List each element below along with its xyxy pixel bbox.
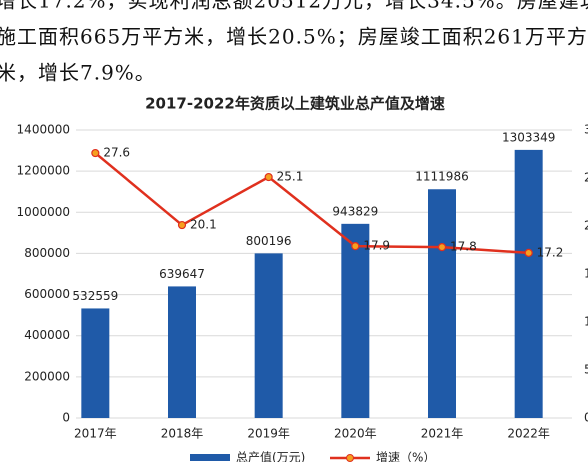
y-tick-label: 0	[62, 411, 70, 425]
x-tick-label: 2021年	[421, 427, 464, 441]
doc-line: 施工面积665万平方米，增长20.5%；房屋竣工面积261万平方	[0, 25, 588, 49]
bar-value-label: 800196	[246, 234, 292, 248]
line-marker	[351, 242, 360, 251]
x-tick-label: 2017年	[74, 427, 117, 441]
bar	[168, 286, 196, 418]
y2-tick-label: 20	[584, 219, 588, 233]
x-tick-label: 2019年	[247, 427, 290, 441]
y-tick-label: 200000	[24, 369, 70, 383]
line-marker	[177, 220, 187, 230]
line-value-label: 25.1	[277, 170, 304, 184]
x-tick-label: 2020年	[334, 427, 377, 441]
legend-swatch	[190, 454, 230, 461]
line-value-label: 17.2	[537, 245, 564, 259]
line-marker	[437, 243, 447, 252]
line-value-label: 17.9	[363, 239, 390, 253]
line	[94, 152, 529, 255]
y2-tick-label: 25	[584, 171, 588, 185]
bar-value-label: 639647	[159, 267, 205, 281]
y-tick-label: 1200000	[17, 164, 70, 178]
bar	[428, 189, 456, 418]
bar-value-label: 532559	[72, 289, 118, 303]
x-tick-label: 2018年	[161, 427, 204, 441]
line-value-label: 27.6	[103, 146, 130, 160]
y-tick-label: 800000	[24, 246, 70, 260]
line-value-label: 17.8	[450, 240, 477, 254]
legend-label: 总产值(万元)	[236, 450, 305, 462]
doc-line: 米，增长7.9%。	[0, 61, 156, 85]
bar	[254, 253, 283, 418]
bar-value-label: 943829	[332, 204, 378, 218]
doc-line: 增长17.2%，实现利润总额20512万元，增长34.5%。房屋建筑	[0, 0, 588, 13]
line-value-label: 20.1	[190, 218, 217, 232]
bar	[81, 308, 110, 418]
y2-tick-label: 0	[584, 411, 588, 425]
bar	[514, 149, 543, 418]
line-marker	[91, 148, 100, 158]
y-tick-label: 600000	[24, 287, 70, 301]
y2-tick-label: 15	[584, 267, 588, 281]
y2-tick-label: 5	[584, 363, 588, 377]
bar	[341, 223, 370, 418]
chart-title: 2017-2022年资质以上建筑业总产值及增速	[145, 95, 445, 113]
bar-value-label: 1111986	[415, 170, 468, 184]
line-marker	[524, 248, 533, 257]
line-marker	[264, 172, 273, 182]
legend-label: 增速（%）	[376, 451, 435, 462]
y2-tick-label: 30	[584, 123, 588, 137]
y-tick-label: 400000	[24, 328, 70, 342]
bar-value-label: 1303349	[502, 130, 555, 144]
x-tick-label: 2022年	[507, 427, 550, 441]
y-tick-label: 1400000	[17, 123, 70, 137]
y-tick-label: 1000000	[17, 205, 70, 219]
y2-tick-label: 10	[584, 315, 588, 329]
legend-swatch	[346, 454, 354, 462]
